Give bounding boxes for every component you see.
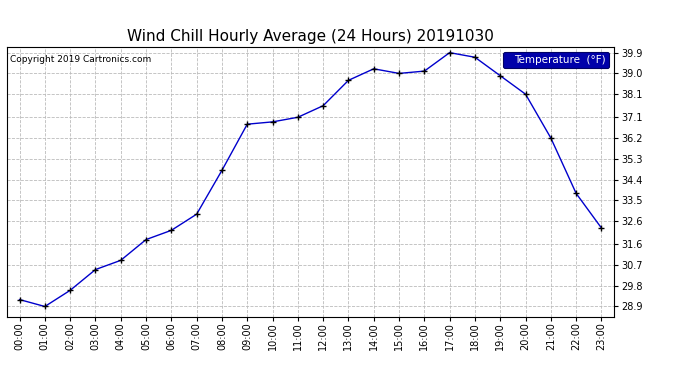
Legend: Temperature  (°F): Temperature (°F) xyxy=(503,52,609,68)
Text: Copyright 2019 Cartronics.com: Copyright 2019 Cartronics.com xyxy=(10,55,151,64)
Title: Wind Chill Hourly Average (24 Hours) 20191030: Wind Chill Hourly Average (24 Hours) 201… xyxy=(127,29,494,44)
